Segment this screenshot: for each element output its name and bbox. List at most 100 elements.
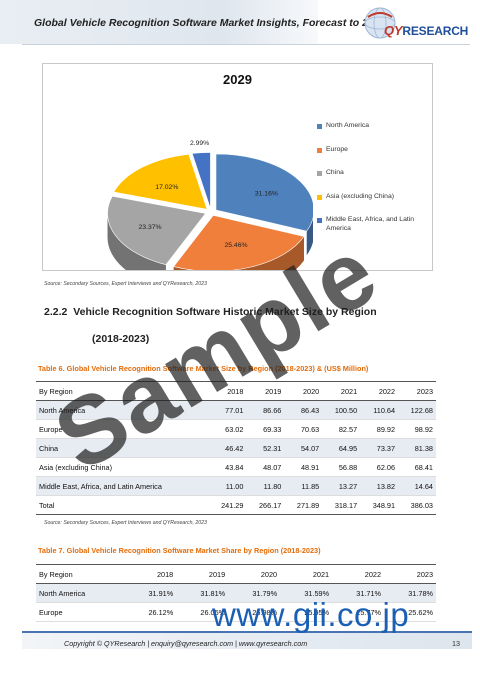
value-cell: 31.81% bbox=[176, 583, 229, 603]
column-header: 2022 bbox=[360, 381, 399, 401]
value-cell: 68.41 bbox=[398, 457, 436, 477]
footer-band bbox=[22, 633, 472, 649]
pie-data-label: 31.16% bbox=[255, 191, 278, 198]
footer-divider bbox=[22, 631, 472, 633]
value-cell: 266.17 bbox=[246, 495, 285, 515]
value-cell: 48.07 bbox=[246, 457, 285, 477]
value-cell: 241.29 bbox=[208, 495, 247, 515]
row-label-cell: Europe bbox=[36, 602, 125, 622]
pie-chart: 31.16% 25.46% 23.37% 17.02% 2.99% bbox=[107, 140, 313, 270]
chart-title: 2029 bbox=[223, 72, 252, 87]
value-cell: 11.00 bbox=[208, 476, 247, 496]
report-title: Global Vehicle Recognition Software Mark… bbox=[34, 17, 386, 29]
legend-swatch bbox=[317, 124, 322, 129]
value-cell: 386.03 bbox=[398, 495, 436, 515]
column-header: 2023 bbox=[384, 564, 436, 584]
value-cell: 54.07 bbox=[284, 438, 323, 458]
value-cell: 25.95% bbox=[280, 602, 333, 622]
legend-label: Europe bbox=[326, 145, 348, 153]
legend-item: North America bbox=[317, 122, 429, 131]
value-cell: 46.42 bbox=[208, 438, 247, 458]
row-label-cell: Europe bbox=[36, 419, 209, 439]
value-cell: 81.38 bbox=[398, 438, 436, 458]
value-cell: 31.71% bbox=[332, 583, 385, 603]
table-row: Asia (excluding China) 43.84 48.07 48.91 56.… bbox=[36, 457, 436, 477]
value-cell: 48.91 bbox=[284, 457, 323, 477]
table-row: Europe 26.12% 26.05% 25.98% 25.95% 25.77% 25.6… bbox=[36, 602, 436, 622]
pie-data-label: 2.99% bbox=[190, 140, 209, 147]
column-header: 2021 bbox=[322, 381, 361, 401]
value-cell: 25.77% bbox=[332, 602, 385, 622]
pie-slice-side bbox=[173, 236, 304, 270]
value-cell: 86.66 bbox=[246, 400, 285, 420]
pie-slice bbox=[215, 153, 313, 232]
value-cell: 82.57 bbox=[322, 419, 361, 439]
value-cell: 13.82 bbox=[360, 476, 399, 496]
legend-label: North America bbox=[326, 122, 370, 129]
value-cell: 31.91% bbox=[124, 583, 177, 603]
row-label-cell: North America bbox=[36, 583, 125, 603]
table-row: North America 31.91% 31.81% 31.79% 31.59% 31.… bbox=[36, 583, 436, 603]
value-cell: 89.92 bbox=[360, 419, 399, 439]
value-cell: 77.01 bbox=[208, 400, 247, 420]
value-cell: 11.85 bbox=[284, 476, 323, 496]
legend-item: Europe bbox=[317, 146, 429, 155]
pie-data-label: 17.02% bbox=[155, 184, 178, 191]
row-label-cell: Middle East, Africa, and Latin America bbox=[36, 476, 209, 496]
value-cell: 43.84 bbox=[208, 457, 247, 477]
value-cell: 26.12% bbox=[124, 602, 177, 622]
value-cell: 73.37 bbox=[360, 438, 399, 458]
value-cell: 70.63 bbox=[284, 419, 323, 439]
value-cell: 98.92 bbox=[398, 419, 436, 439]
value-cell: 69.33 bbox=[246, 419, 285, 439]
chart-source-note: Source: Secondary Sources, Expert Interv… bbox=[44, 281, 207, 287]
table-row: China 46.42 52.31 54.07 64.95 73.37 81.38 bbox=[36, 438, 436, 458]
column-header: 2019 bbox=[176, 564, 229, 584]
pie-slice bbox=[173, 215, 305, 270]
row-label-cell: Total bbox=[36, 495, 209, 515]
value-cell: 63.02 bbox=[208, 419, 247, 439]
value-cell: 86.43 bbox=[284, 400, 323, 420]
page-number: 13 bbox=[452, 639, 460, 648]
value-cell: 64.95 bbox=[322, 438, 361, 458]
legend-swatch bbox=[317, 171, 322, 176]
column-header: 2021 bbox=[280, 564, 333, 584]
legend-item: Middle East, Africa, and Latin America bbox=[317, 216, 429, 233]
column-header: 2018 bbox=[124, 564, 177, 584]
table-row: Middle East, Africa, and Latin America 11… bbox=[36, 476, 436, 496]
column-header: By Region bbox=[36, 381, 209, 401]
gii-watermark: www.gii.co.jp bbox=[212, 596, 410, 633]
value-cell: 318.17 bbox=[322, 495, 361, 515]
column-header: 2020 bbox=[284, 381, 323, 401]
value-cell: 26.05% bbox=[176, 602, 229, 622]
chart-legend: North America Europe China Asia (excluding … bbox=[317, 122, 429, 248]
legend-item: Asia (excluding China) bbox=[317, 193, 429, 202]
pie-data-label: 23.37% bbox=[139, 224, 162, 231]
value-cell: 62.06 bbox=[360, 457, 399, 477]
section-heading-years: (2018-2023) bbox=[92, 333, 150, 345]
value-cell: 31.78% bbox=[384, 583, 436, 603]
row-label-cell: China bbox=[36, 438, 209, 458]
column-header: 2020 bbox=[228, 564, 281, 584]
value-cell: 348.91 bbox=[360, 495, 399, 515]
section-heading: 2.2.2 Vehicle Recognition Software Histo… bbox=[44, 306, 377, 318]
legend-label: China bbox=[326, 169, 344, 176]
value-cell: 13.27 bbox=[322, 476, 361, 496]
table-row: North America 77.01 86.66 86.43 100.50 110.64… bbox=[36, 400, 436, 420]
legend-label: Asia (excluding China) bbox=[326, 192, 395, 200]
header-divider bbox=[22, 44, 470, 45]
pie-slice-side bbox=[107, 213, 166, 270]
row-label-cell: North America bbox=[36, 400, 209, 420]
column-header: 2018 bbox=[208, 381, 247, 401]
header-band bbox=[0, 0, 318, 44]
table6-market-size: By Region 2018 2019 2020 2021 2022 2023 North … bbox=[36, 381, 436, 515]
qyresearch-logo-text: QYRESEARCH bbox=[384, 23, 469, 38]
pie-slice-side bbox=[306, 217, 313, 256]
table6-caption: Table 6. Global Vehicle Recognition Soft… bbox=[38, 364, 369, 373]
value-cell: 14.64 bbox=[398, 476, 436, 496]
value-cell: 100.50 bbox=[322, 400, 361, 420]
column-header: 2019 bbox=[246, 381, 285, 401]
legend-label: Middle East, Africa, and Latin America bbox=[326, 216, 415, 232]
table7-caption: Table 7. Global Vehicle Recognition Soft… bbox=[38, 546, 321, 555]
value-cell: 31.59% bbox=[280, 583, 333, 603]
